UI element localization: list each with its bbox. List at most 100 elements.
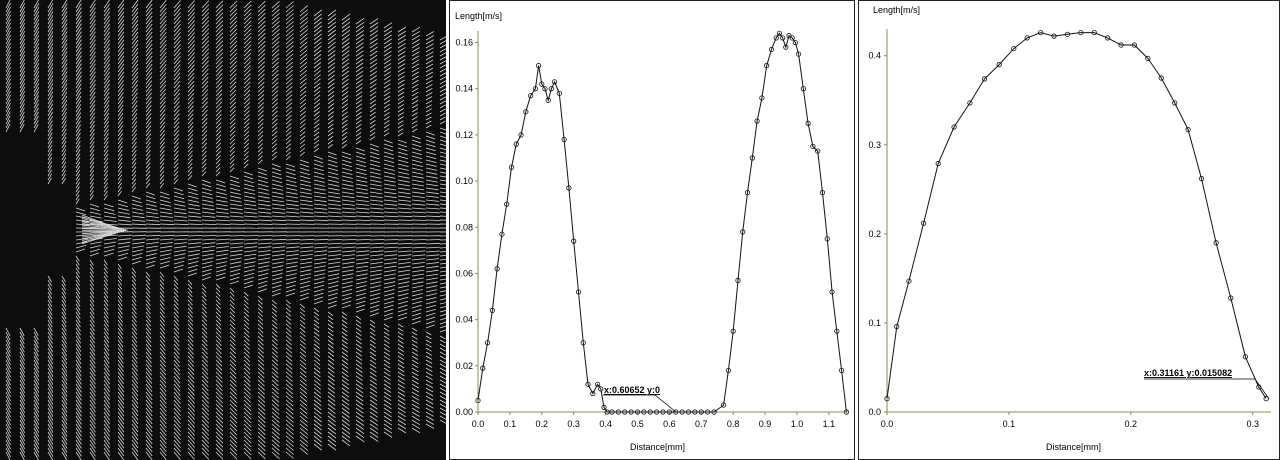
chart-1-ytick-label: 0.12 [455, 130, 473, 140]
chart-2-ytick-label: 0.4 [868, 51, 881, 61]
chart-1-ytick-label: 0.10 [455, 176, 473, 186]
chart-1-data-point [735, 277, 741, 283]
chart-1-svg: Length[m/s] Distance[mm] x:0.60652 y:0 0… [455, 11, 850, 452]
chart-1-data-point [773, 35, 779, 41]
chart-1-data-point [590, 390, 596, 397]
chart-1-data-point [542, 86, 548, 92]
chart-2-ytick-label: 0.2 [868, 229, 881, 239]
chart-1-data-point [805, 120, 811, 126]
chart-2-xtick-label: 0.2 [1125, 419, 1138, 429]
chart-1-ytick-label: 0.06 [455, 268, 473, 278]
chart-2-data-point [1131, 42, 1138, 48]
chart-1-data-point [789, 35, 795, 41]
chart-1-data-point [725, 367, 731, 374]
chart-1-data-point [566, 185, 572, 191]
chart-2-data-point [967, 100, 973, 106]
chart-1-data-point [548, 86, 554, 92]
chart-2-data-point [951, 124, 957, 130]
chart-2-data-point [884, 396, 890, 402]
chart-1-data-point [673, 409, 679, 415]
chart-1-data-point [489, 307, 495, 313]
chart-1-data-point [768, 46, 775, 53]
chart-1-data-point [556, 90, 562, 96]
chart-1-data-point [698, 409, 704, 415]
chart-2-xtick-label: 0.1 [1003, 419, 1016, 429]
chart-1-data-point [839, 367, 845, 374]
chart-1-ytick-label: 0.08 [455, 222, 473, 232]
chart-2-data-point [1198, 176, 1205, 182]
chart-1-data-point [679, 409, 685, 415]
chart-1-data-point [800, 86, 806, 92]
chart-2-data-point [1185, 127, 1191, 133]
chart-1-data-point [641, 409, 647, 415]
chart-2-data-point [1091, 29, 1097, 36]
chart-2-data-point [981, 76, 988, 82]
chart-1-data-point [754, 118, 760, 124]
chart-1-data-point [518, 132, 524, 138]
velocity-vector-field [0, 0, 446, 460]
chart-1-data-point [647, 409, 653, 415]
chart-2-data-point [1158, 75, 1164, 81]
chart-1-xtick-label: 0.8 [727, 419, 740, 429]
chart-1-data-point [598, 386, 604, 392]
vector-field-svg [5, 0, 446, 460]
chart-1-data-point [780, 35, 786, 41]
chart-1-data-point [528, 93, 534, 99]
chart-1-data-point [545, 97, 551, 103]
chart-1-xtick-label: 0.7 [695, 419, 708, 429]
chart-1-data-point [499, 231, 505, 237]
chart-2-ytick-label: 0.3 [868, 140, 881, 150]
chart-2-data-point [1051, 33, 1057, 39]
chart-2-data-point [1024, 35, 1030, 41]
chart-2-data-point [1118, 42, 1124, 48]
chart-2-data-point [1105, 35, 1111, 41]
chart-1-data-point [523, 109, 529, 115]
chart-1-series-line [477, 32, 847, 413]
chart-2-data-point [1172, 100, 1178, 106]
chart-1-xtick-label: 0.6 [663, 419, 676, 429]
chart-1-data-point [539, 81, 545, 87]
chart-1-data-point [561, 136, 567, 143]
chart-2-xtick-label: 0.0 [881, 419, 894, 429]
chart-1-data-point [749, 155, 755, 161]
chart-1-data-point [705, 409, 711, 415]
chart-1-xtick-label: 0.1 [504, 419, 517, 429]
chart-1-data-point [776, 30, 783, 36]
chart-1-xtick-label: 0.5 [631, 419, 644, 429]
chart-2-ytick-label: 0.0 [868, 407, 881, 417]
chart-1-xlabel: Distance[mm] [630, 442, 685, 452]
chart-1-data-point [622, 409, 628, 415]
chart-1-ytick-label: 0.00 [455, 407, 473, 417]
chart-1-ylabel: Length[m/s] [455, 11, 502, 21]
chart-1-data-point [783, 44, 789, 50]
chart-2-data-point [906, 278, 912, 284]
vector-arrows [5, 0, 446, 460]
chart-2-series-line [886, 32, 1267, 399]
chart-1-data-point [834, 328, 840, 334]
chart-2-data-point [1011, 45, 1017, 52]
chart-1-data-point [810, 143, 816, 150]
chart-1-annotation-leader [654, 394, 677, 413]
chart-1-data-point [666, 409, 672, 415]
chart-1-data-point [504, 201, 510, 207]
chart-1-data-point [819, 190, 826, 196]
chart-2-ytick-label: 0.1 [868, 318, 881, 328]
chart-2-data-point [1228, 295, 1234, 301]
chart-1-ytick-label: 0.04 [455, 315, 473, 325]
chart-1-data-point [824, 236, 830, 242]
chart-1-data-point [843, 409, 850, 415]
chart-1-ytick-label: 0.16 [455, 38, 473, 48]
chart-1-data-point [792, 39, 798, 46]
chart-2-data-point [1213, 240, 1219, 246]
chart-1-xtick-label: 0.2 [536, 419, 549, 429]
chart-1-data-point [685, 409, 692, 415]
chart-2-annotation-leader [1254, 378, 1270, 400]
chart-1-data-point [595, 381, 601, 387]
chart-1-data-point [759, 95, 765, 101]
chart-1-data-point [508, 164, 515, 170]
chart-1-data-point [815, 148, 821, 154]
chart-1-xtick-label: 0.3 [567, 419, 580, 429]
chart-2-xlabel: Distance[mm] [1046, 442, 1101, 452]
chart-2-data-point [920, 220, 927, 226]
chart-1-data-point [475, 397, 481, 404]
